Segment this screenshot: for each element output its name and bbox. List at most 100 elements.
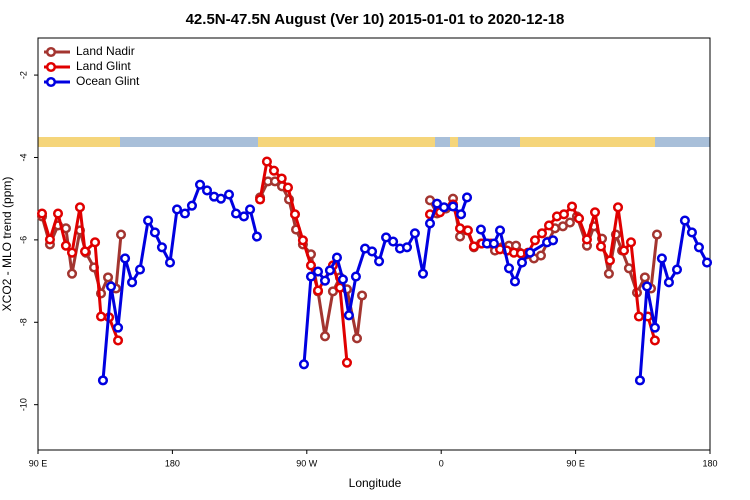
data-point xyxy=(656,253,667,264)
data-point xyxy=(548,235,559,246)
data-point xyxy=(641,281,653,292)
legend-label: Land Glint xyxy=(76,59,131,73)
data-point xyxy=(305,260,317,271)
data-point xyxy=(543,220,555,231)
data-point xyxy=(143,215,154,226)
data-point xyxy=(535,250,547,261)
data-point xyxy=(447,201,459,212)
y-tick-label: -4 xyxy=(18,153,28,161)
data-point xyxy=(671,264,683,275)
data-point xyxy=(456,209,467,220)
data-point xyxy=(97,375,109,386)
data-point xyxy=(367,246,378,257)
data-point xyxy=(612,202,624,213)
data-point xyxy=(625,237,637,248)
data-point xyxy=(298,359,310,370)
data-point xyxy=(319,275,331,286)
data-point xyxy=(305,271,317,282)
data-point xyxy=(319,331,331,342)
y-axis-label: XCO2 - MLO trend (ppm) xyxy=(0,177,14,312)
data-point xyxy=(230,208,242,219)
data-point xyxy=(509,276,521,287)
data-point xyxy=(164,257,176,268)
x-tick-label: 180 xyxy=(702,458,717,468)
data-point xyxy=(282,182,294,193)
data-point xyxy=(693,242,704,253)
data-point xyxy=(566,201,578,212)
data-point xyxy=(488,238,499,249)
data-point xyxy=(120,253,131,264)
legend-marker xyxy=(45,76,57,88)
plot-frame xyxy=(37,37,711,451)
data-point xyxy=(337,274,348,285)
x-tick-label: 0 xyxy=(439,458,444,468)
land-ocean-mask xyxy=(38,137,710,147)
data-point xyxy=(649,335,660,346)
data-point xyxy=(289,209,301,220)
data-point xyxy=(179,208,190,219)
data-point xyxy=(324,265,335,276)
data-point xyxy=(134,264,146,275)
data-point xyxy=(115,229,127,240)
data-point xyxy=(595,241,607,252)
data-point xyxy=(516,257,528,268)
data-point xyxy=(475,224,486,235)
data-point xyxy=(589,207,601,218)
data-point xyxy=(525,247,536,258)
data-point xyxy=(558,209,570,220)
data-point xyxy=(331,252,343,263)
data-point xyxy=(438,202,450,213)
x-tick-label: 90 E xyxy=(29,458,48,468)
data-point xyxy=(649,322,660,333)
data-point xyxy=(36,208,48,219)
data-point xyxy=(381,232,392,243)
data-point xyxy=(201,185,213,196)
data-point xyxy=(536,228,548,239)
data-point xyxy=(604,255,615,266)
data-point xyxy=(186,200,198,211)
data-point xyxy=(701,257,713,268)
data-point xyxy=(74,202,86,213)
data-point xyxy=(633,311,644,322)
data-point xyxy=(52,208,64,219)
data-point xyxy=(581,234,592,245)
chart-title: 42.5N-47.5N August (Ver 10) 2015-01-01 t… xyxy=(186,11,565,28)
data-point xyxy=(424,218,436,229)
x-axis-label: Longitude xyxy=(349,476,402,490)
data-point xyxy=(112,322,124,333)
data-point xyxy=(102,272,114,283)
data-point xyxy=(679,215,690,226)
data-point xyxy=(268,165,279,176)
data-point xyxy=(95,311,107,322)
data-point xyxy=(261,156,272,167)
data-point xyxy=(357,290,368,301)
data-point xyxy=(238,211,249,222)
data-point xyxy=(603,268,614,279)
data-point xyxy=(461,192,473,203)
data-point xyxy=(573,213,585,224)
legend-marker xyxy=(45,46,57,58)
y-tick-label: -6 xyxy=(18,236,28,244)
data-point xyxy=(297,235,308,246)
y-tick-label: -8 xyxy=(18,318,28,326)
data-point xyxy=(454,223,466,234)
data-point xyxy=(409,228,420,239)
data-point xyxy=(388,236,399,247)
x-tick-label: 90 E xyxy=(566,458,585,468)
data-point xyxy=(686,227,697,238)
data-point xyxy=(112,335,124,346)
series-line xyxy=(40,160,657,363)
data-point xyxy=(312,285,324,296)
data-point xyxy=(251,231,262,242)
data-point xyxy=(374,256,385,267)
data-point xyxy=(623,263,634,274)
data-point xyxy=(401,242,413,253)
data-point xyxy=(341,357,353,368)
data-point xyxy=(89,237,101,248)
data-point xyxy=(417,268,429,279)
data-point xyxy=(468,241,479,252)
x-tick-label: 180 xyxy=(165,458,180,468)
data-point xyxy=(564,217,575,228)
